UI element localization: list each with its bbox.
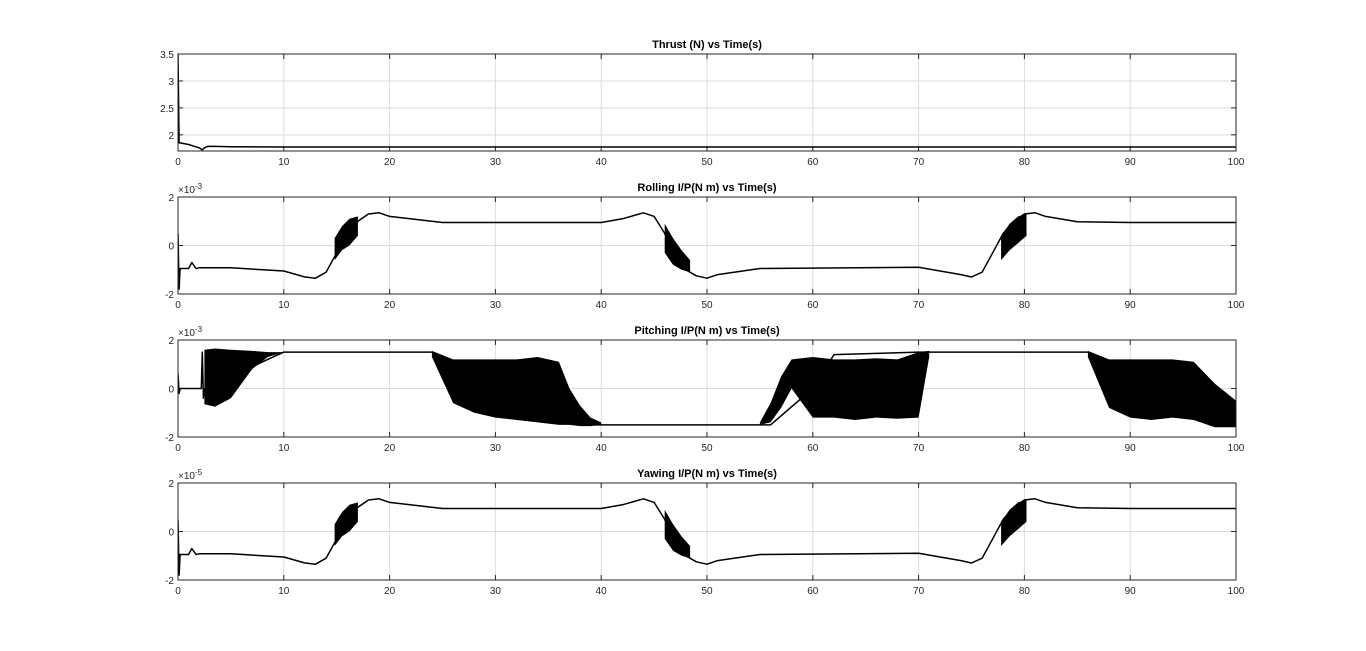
x-tick-label: 70 bbox=[913, 157, 925, 168]
x-tick-label: 20 bbox=[384, 586, 396, 597]
y-tick-label: 2 bbox=[168, 131, 174, 142]
y-tick-label: 0 bbox=[168, 528, 174, 539]
subplot-title: Yawing I/P(N m) vs Time(s) bbox=[637, 468, 777, 480]
x-tick-label: 40 bbox=[596, 300, 608, 311]
series-line bbox=[178, 212, 1236, 290]
oscillation-band bbox=[431, 350, 602, 427]
subplot-pitching: Pitching I/P(N m) vs Time(s) 0 10 20 30 40 50… bbox=[165, 325, 1245, 454]
plot-area bbox=[178, 348, 1236, 428]
series-line bbox=[178, 498, 1236, 576]
plot-area bbox=[178, 498, 1236, 576]
x-tick-label: 30 bbox=[490, 443, 502, 454]
grid bbox=[177, 339, 1237, 438]
oscillation-band bbox=[759, 350, 930, 425]
x-tick-label: 30 bbox=[490, 300, 502, 311]
x-tick-label: 50 bbox=[701, 586, 713, 597]
plot-area bbox=[178, 54, 1236, 151]
x-tick-label: 20 bbox=[384, 300, 396, 311]
y-tick-label: -2 bbox=[165, 576, 174, 587]
x-tick-label: 80 bbox=[1019, 157, 1031, 168]
x-tick-label: 70 bbox=[913, 443, 925, 454]
y-tick-label: 2 bbox=[168, 479, 174, 490]
series-line bbox=[178, 351, 1236, 426]
y-tick-label: 0 bbox=[168, 385, 174, 396]
x-tick-label: 10 bbox=[278, 443, 290, 454]
y-tick-label: 2 bbox=[168, 336, 174, 347]
x-tick-label: 70 bbox=[913, 586, 925, 597]
grid bbox=[177, 53, 1237, 151]
x-tick-label: 90 bbox=[1125, 157, 1137, 168]
y-tick-label: 3 bbox=[168, 77, 174, 88]
series-line bbox=[178, 54, 1236, 151]
y-exponent-label: ×10-5 bbox=[178, 468, 203, 482]
x-tick-label: 0 bbox=[175, 300, 181, 311]
subplot-title: Rolling I/P(N m) vs Time(s) bbox=[637, 182, 776, 194]
x-tick-label: 80 bbox=[1019, 443, 1031, 454]
x-tick-label: 0 bbox=[175, 586, 181, 597]
y-exponent-label: ×10-3 bbox=[178, 325, 203, 339]
x-tick-label: 10 bbox=[278, 300, 290, 311]
axes-frame bbox=[177, 196, 1237, 295]
x-tick-label: 60 bbox=[807, 157, 819, 168]
x-tick-label: 40 bbox=[596, 586, 608, 597]
y-tick-label: 3.5 bbox=[160, 50, 174, 61]
subplot-title: Thrust (N) vs Time(s) bbox=[652, 39, 762, 51]
x-tick-label: 40 bbox=[596, 157, 608, 168]
x-tick-label: 60 bbox=[807, 300, 819, 311]
y-exponent-label: ×10-3 bbox=[178, 182, 203, 196]
y-tick-label: 0 bbox=[168, 242, 174, 253]
subplot-yawing: Yawing I/P(N m) vs Time(s) 0 10 20 30 40 50 60… bbox=[165, 468, 1245, 597]
y-tick-label: -2 bbox=[165, 290, 174, 301]
oscillation-band bbox=[1087, 350, 1236, 428]
axes-frame bbox=[177, 339, 1237, 438]
x-tick-label: 50 bbox=[701, 300, 713, 311]
oscillation-band bbox=[1001, 500, 1027, 546]
axes-frame bbox=[177, 53, 1237, 152]
oscillation-band bbox=[664, 223, 691, 273]
y-tick-label: 2 bbox=[168, 193, 174, 204]
x-tick-label: 100 bbox=[1228, 300, 1245, 311]
x-tick-label: 20 bbox=[384, 157, 396, 168]
plot-area bbox=[178, 212, 1236, 290]
oscillation-band bbox=[204, 348, 284, 407]
x-tick-label: 0 bbox=[175, 443, 181, 454]
x-tick-label: 50 bbox=[701, 443, 713, 454]
axes-frame bbox=[177, 482, 1237, 581]
subplot-rolling: Rolling I/P(N m) vs Time(s) 0 10 20 30 40 50 6… bbox=[165, 182, 1245, 311]
oscillation-band bbox=[664, 509, 691, 559]
subplot-thrust: Thrust (N) vs Time(s) 0 10 20 30 40 50 60 70 80 9… bbox=[160, 39, 1245, 168]
x-tick-label: 80 bbox=[1019, 300, 1031, 311]
x-tick-label: 100 bbox=[1228, 586, 1245, 597]
x-tick-label: 90 bbox=[1125, 443, 1137, 454]
x-tick-label: 100 bbox=[1228, 157, 1245, 168]
x-tick-label: 50 bbox=[701, 157, 713, 168]
x-tick-label: 90 bbox=[1125, 586, 1137, 597]
x-tick-label: 10 bbox=[278, 157, 290, 168]
y-tick-label: -2 bbox=[165, 433, 174, 444]
x-tick-label: 80 bbox=[1019, 586, 1031, 597]
oscillation-band bbox=[1001, 214, 1027, 261]
x-tick-label: 60 bbox=[807, 586, 819, 597]
x-tick-label: 0 bbox=[175, 157, 181, 168]
x-tick-label: 30 bbox=[490, 157, 502, 168]
x-tick-label: 40 bbox=[596, 443, 608, 454]
x-tick-label: 30 bbox=[490, 586, 502, 597]
x-tick-label: 90 bbox=[1125, 300, 1137, 311]
y-tick-label: 2.5 bbox=[160, 104, 174, 115]
x-tick-label: 20 bbox=[384, 443, 396, 454]
x-tick-label: 100 bbox=[1228, 443, 1245, 454]
x-tick-label: 70 bbox=[913, 300, 925, 311]
x-tick-label: 60 bbox=[807, 443, 819, 454]
subplot-title: Pitching I/P(N m) vs Time(s) bbox=[634, 325, 780, 337]
x-tick-label: 10 bbox=[278, 586, 290, 597]
